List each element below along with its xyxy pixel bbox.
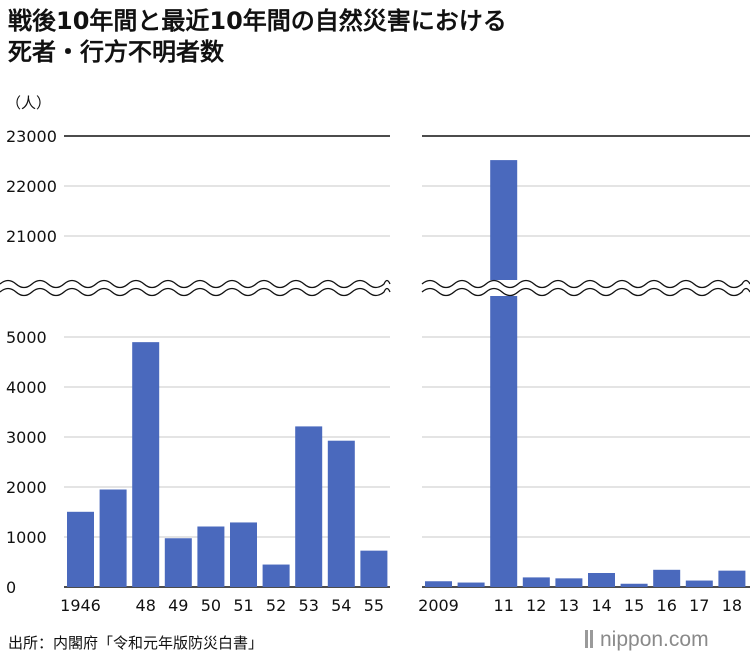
axis-break-gap — [422, 280, 750, 296]
bar — [685, 580, 713, 587]
logo-mark-icon — [585, 630, 594, 648]
x-tick-label: 15 — [624, 596, 644, 615]
x-tick-label: 53 — [299, 596, 319, 615]
y-unit-label: （人） — [6, 94, 51, 112]
x-tick-label: 14 — [591, 596, 611, 615]
bar — [490, 160, 518, 587]
axis-break-gap — [0, 280, 390, 296]
nippon-logo: nippon.com — [585, 628, 709, 652]
chart-title-line-1: 戦後10年間と最近10年間の自然災害における — [8, 7, 507, 35]
x-tick-label: 50 — [201, 596, 221, 615]
chart-title: 戦後10年間と最近10年間の自然災害における 死者・行方不明者数 — [8, 6, 507, 68]
chart-title-line-2: 死者・行方不明者数 — [8, 38, 224, 66]
bar — [67, 511, 94, 587]
x-tick-label: 17 — [689, 596, 709, 615]
bar — [457, 582, 485, 587]
axis-break-wave — [421, 287, 750, 297]
axis-break-wave — [0, 279, 391, 289]
x-tick-label: 48 — [136, 596, 156, 615]
bar — [295, 426, 323, 587]
bar — [522, 577, 550, 587]
bar-chart: （人） 23000 22000 21000 5000 4000 3000 2000 1000 0 1… — [0, 94, 750, 615]
x-tick-label: 1946 — [60, 596, 101, 615]
bar — [197, 526, 225, 587]
bar — [132, 342, 160, 587]
y-tick-label: 3000 — [6, 428, 47, 447]
axis-break-wave — [421, 279, 750, 289]
bar — [262, 564, 290, 587]
y-tick-label: 2000 — [6, 478, 47, 497]
y-tick-label: 23000 — [6, 127, 57, 146]
y-tick-label: 21000 — [6, 227, 57, 246]
x-tick-label: 16 — [657, 596, 677, 615]
x-tick-label: 11 — [494, 596, 514, 615]
bar — [718, 570, 746, 587]
bar — [425, 581, 452, 587]
x-tick-label: 18 — [722, 596, 742, 615]
bar — [230, 522, 257, 587]
bar — [99, 489, 127, 587]
bar — [164, 538, 192, 587]
axis-break-wave — [0, 287, 391, 297]
x-tick-label: 2009 — [418, 596, 459, 615]
x-tick-label: 12 — [526, 596, 546, 615]
x-tick-label: 54 — [331, 596, 351, 615]
bar — [588, 573, 615, 587]
x-tick-label: 52 — [266, 596, 286, 615]
bar — [327, 440, 355, 587]
y-tick-label: 22000 — [6, 177, 57, 196]
y-tick-label: 4000 — [6, 378, 47, 397]
source-note: 出所：内閣府「令和元年版防災白書」 — [8, 634, 264, 652]
bar — [555, 578, 583, 587]
x-tick-label: 55 — [364, 596, 384, 615]
bar — [360, 550, 388, 587]
x-tick-label: 51 — [233, 596, 253, 615]
y-tick-label: 5000 — [6, 328, 47, 347]
y-tick-label: 0 — [6, 578, 16, 597]
brand-name: nippon.com — [600, 628, 709, 651]
x-tick-label: 13 — [559, 596, 579, 615]
bar — [620, 583, 648, 587]
y-tick-label: 1000 — [6, 528, 47, 547]
bar — [653, 569, 681, 587]
x-tick-label: 49 — [168, 596, 188, 615]
